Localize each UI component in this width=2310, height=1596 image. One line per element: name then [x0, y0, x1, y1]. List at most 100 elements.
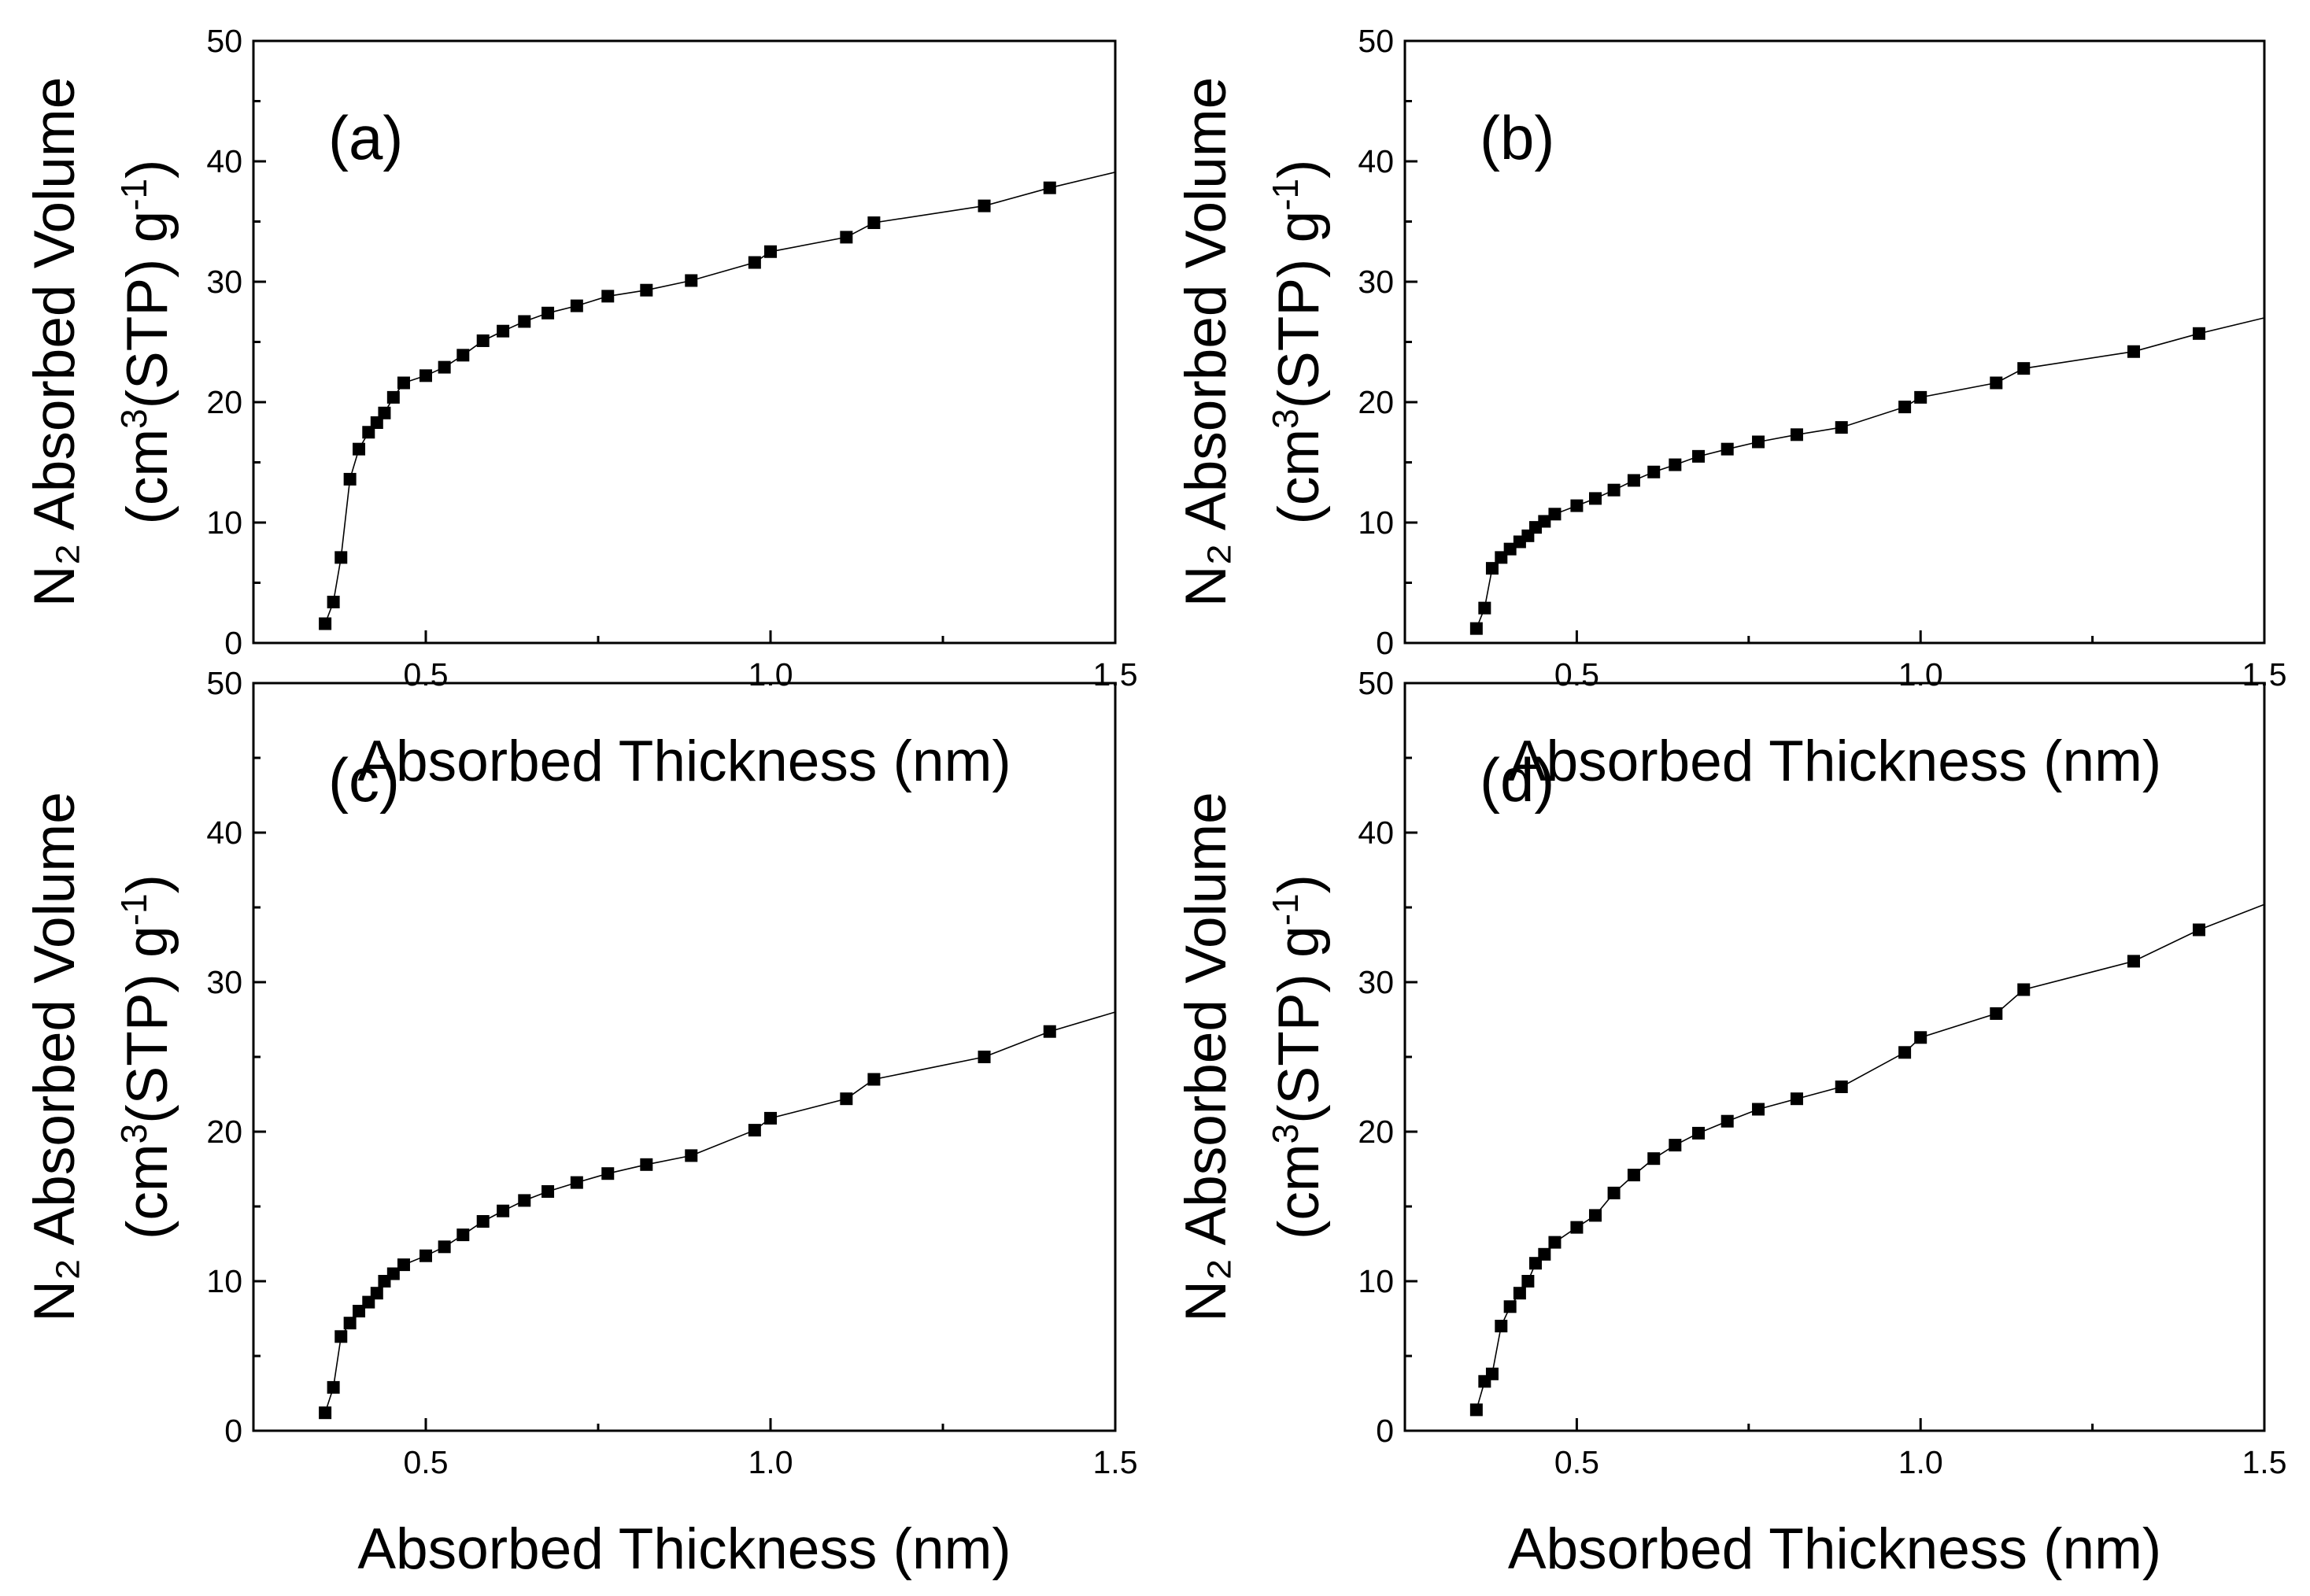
y-axis-title-text: (STP) g: [116, 211, 179, 408]
y-axis-title-line1: N₂ Absorbed Volume: [23, 792, 87, 1322]
data-point: [518, 315, 531, 328]
y-axis-title-line1: N₂ Absorbed Volume: [1174, 77, 1238, 608]
data-point: [1043, 181, 1056, 194]
data-point: [2193, 923, 2206, 937]
y-tick-label: 30: [206, 964, 242, 1000]
y-axis-title-line2: (cm3(STP) g-1): [113, 874, 179, 1239]
y-axis-title-line2: (cm3(STP) g-1): [1265, 874, 1331, 1239]
data-point: [518, 1194, 531, 1207]
data-point: [541, 1185, 555, 1198]
data-point: [319, 1406, 332, 1420]
data-point: [353, 442, 366, 456]
data-point: [601, 1167, 615, 1180]
y-axis-title-superscript: -1: [1265, 893, 1306, 925]
data-point: [362, 426, 375, 439]
data-point: [1570, 1221, 1584, 1234]
data-point: [497, 1204, 510, 1217]
data-point: [438, 360, 451, 374]
x-tick-label: 1.5: [1093, 1444, 1138, 1480]
data-point: [1914, 390, 1927, 404]
y-axis-title-superscript: 3: [1265, 1124, 1306, 1144]
data-point: [1752, 1103, 1765, 1116]
y-tick-label: 10: [1358, 1263, 1394, 1299]
data-point: [1692, 449, 1706, 463]
data-point: [1990, 1007, 2003, 1020]
y-axis-title-line2: (cm3(STP) g-1): [1265, 160, 1331, 525]
data-point: [2193, 327, 2206, 340]
x-tick-label: 1.0: [1898, 656, 1943, 693]
y-tick-label: 0: [224, 1413, 242, 1449]
x-tick-label: 1.0: [748, 656, 793, 693]
data-point: [419, 369, 432, 382]
data-point: [476, 1215, 490, 1228]
y-axis-title-superscript: 3: [113, 1124, 154, 1144]
data-point: [685, 1149, 698, 1162]
y-axis-title-text: (cm: [116, 1143, 179, 1239]
y-tick-label: 50: [206, 665, 242, 701]
data-point: [1692, 1126, 1706, 1140]
y-axis-title-text: (cm: [116, 429, 179, 525]
data-point: [1720, 442, 1734, 456]
data-point: [419, 1249, 432, 1262]
y-tick-label: 50: [1358, 665, 1394, 701]
series-line: [1476, 903, 2265, 1410]
x-tick-label: 0.5: [404, 1444, 449, 1480]
data-point: [1495, 1320, 1508, 1332]
data-point: [2127, 345, 2141, 358]
data-point: [1607, 483, 1621, 497]
data-point: [334, 1330, 348, 1343]
y-tick-label: 0: [224, 625, 242, 661]
y-tick-label: 40: [206, 143, 242, 179]
data-point: [438, 1240, 451, 1254]
data-point: [1898, 401, 1912, 414]
data-point: [476, 334, 490, 347]
data-point: [1548, 1236, 1562, 1249]
data-point: [327, 595, 340, 608]
data-point: [748, 1124, 761, 1137]
panel-label: (a): [328, 103, 403, 172]
data-point: [1669, 1139, 1682, 1152]
data-point: [1627, 474, 1640, 487]
y-axis-title-text: (STP) g: [116, 925, 179, 1123]
y-tick-label: 0: [1376, 1413, 1394, 1449]
data-point: [378, 406, 391, 419]
data-point: [867, 216, 881, 230]
data-point: [2017, 362, 2031, 375]
data-point: [1521, 1275, 1535, 1288]
data-point: [840, 1092, 853, 1106]
y-axis-title-superscript: 3: [1265, 408, 1306, 429]
y-axis-title-text: (STP) g: [1267, 925, 1331, 1123]
data-point: [343, 472, 357, 486]
data-point: [1790, 428, 1803, 441]
data-point: [456, 349, 470, 362]
data-point: [1627, 1169, 1640, 1182]
y-tick-label: 20: [1358, 384, 1394, 420]
data-point: [867, 1073, 881, 1086]
data-point: [1607, 1186, 1621, 1199]
data-point: [1647, 465, 1661, 478]
panel-label: (c): [328, 745, 400, 815]
data-point: [764, 245, 777, 258]
data-point: [541, 306, 555, 320]
data-point: [685, 274, 698, 287]
data-point: [1790, 1092, 1803, 1106]
y-axis-title-line1: N₂ Absorbed Volume: [1174, 792, 1238, 1322]
y-axis-title-text: (cm: [1267, 1143, 1331, 1239]
data-point: [1647, 1152, 1661, 1166]
y-axis-title-line2: (cm3(STP) g-1): [113, 160, 179, 525]
y-tick-label: 20: [206, 1114, 242, 1150]
data-point: [1538, 515, 1551, 528]
data-point: [1588, 492, 1602, 505]
y-axis-title-text: ): [116, 874, 179, 893]
data-point: [1469, 622, 1483, 635]
data-point: [1043, 1025, 1056, 1038]
data-point: [319, 617, 332, 630]
data-point: [1835, 1081, 1848, 1093]
data-point: [1835, 421, 1848, 434]
data-point: [1669, 458, 1682, 471]
